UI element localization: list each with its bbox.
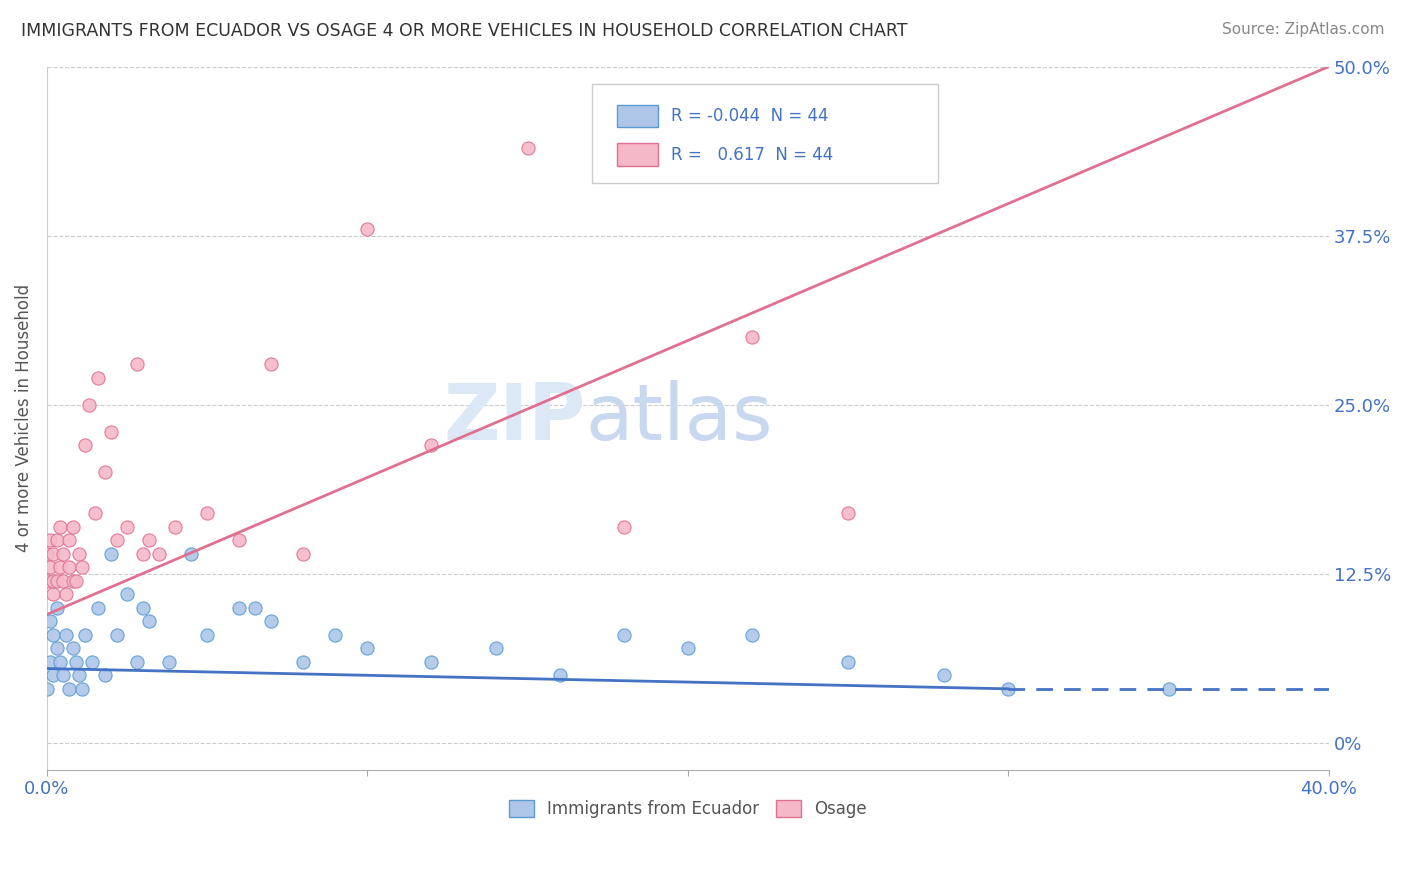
Point xyxy=(741,330,763,344)
Point xyxy=(67,668,90,682)
Point xyxy=(125,655,148,669)
Point xyxy=(42,628,65,642)
Text: atlas: atlas xyxy=(585,380,773,457)
Point xyxy=(58,681,80,696)
Point xyxy=(420,655,443,669)
Point xyxy=(52,574,75,588)
Point xyxy=(138,614,160,628)
Point xyxy=(148,547,170,561)
Point xyxy=(55,587,77,601)
Point xyxy=(42,587,65,601)
Point xyxy=(292,655,315,669)
Point xyxy=(837,655,859,669)
Point xyxy=(45,574,67,588)
Point xyxy=(180,547,202,561)
Point xyxy=(132,600,155,615)
Point xyxy=(65,655,87,669)
Point xyxy=(39,560,62,574)
Text: ZIP: ZIP xyxy=(443,380,585,457)
Text: R = -0.044  N = 44: R = -0.044 N = 44 xyxy=(671,107,828,125)
Point xyxy=(105,533,128,547)
Point xyxy=(100,425,122,439)
Point xyxy=(35,681,58,696)
Point xyxy=(42,574,65,588)
Text: R =   0.617  N = 44: R = 0.617 N = 44 xyxy=(671,145,834,163)
Point xyxy=(75,438,97,452)
Point xyxy=(35,574,58,588)
Point xyxy=(52,668,75,682)
Point xyxy=(115,519,138,533)
Point xyxy=(48,560,70,574)
Point xyxy=(80,655,103,669)
Point xyxy=(356,222,378,236)
Point xyxy=(84,506,107,520)
Point xyxy=(58,533,80,547)
Point xyxy=(420,438,443,452)
Point xyxy=(613,628,636,642)
Point xyxy=(132,547,155,561)
Point xyxy=(65,574,87,588)
Point xyxy=(125,357,148,371)
Point xyxy=(77,398,100,412)
Point xyxy=(87,370,110,384)
Point xyxy=(934,668,956,682)
Point xyxy=(613,519,636,533)
Point xyxy=(548,668,571,682)
Point xyxy=(45,641,67,656)
Point xyxy=(58,560,80,574)
Point xyxy=(100,547,122,561)
Point xyxy=(516,141,538,155)
Point xyxy=(228,600,250,615)
Point xyxy=(42,668,65,682)
Text: Source: ZipAtlas.com: Source: ZipAtlas.com xyxy=(1222,22,1385,37)
Point xyxy=(42,547,65,561)
Y-axis label: 4 or more Vehicles in Household: 4 or more Vehicles in Household xyxy=(15,285,32,552)
Point xyxy=(52,547,75,561)
Point xyxy=(165,519,187,533)
Point xyxy=(62,641,84,656)
Point xyxy=(39,614,62,628)
Point xyxy=(195,506,218,520)
Point xyxy=(48,519,70,533)
FancyBboxPatch shape xyxy=(617,144,658,166)
Point xyxy=(292,547,315,561)
Point xyxy=(35,547,58,561)
Point xyxy=(245,600,267,615)
Point xyxy=(837,506,859,520)
Point xyxy=(62,519,84,533)
Point xyxy=(997,681,1019,696)
FancyBboxPatch shape xyxy=(617,104,658,127)
Point xyxy=(105,628,128,642)
Point xyxy=(39,533,62,547)
Point xyxy=(93,466,115,480)
Point xyxy=(1157,681,1180,696)
Point xyxy=(195,628,218,642)
Point xyxy=(228,533,250,547)
Point xyxy=(260,357,283,371)
Point xyxy=(138,533,160,547)
Point xyxy=(45,600,67,615)
Point xyxy=(93,668,115,682)
Point xyxy=(55,628,77,642)
Point xyxy=(356,641,378,656)
Point xyxy=(48,655,70,669)
Point xyxy=(157,655,180,669)
Point xyxy=(115,587,138,601)
Point xyxy=(484,641,506,656)
Point xyxy=(676,641,699,656)
FancyBboxPatch shape xyxy=(592,84,938,183)
Point xyxy=(87,600,110,615)
Point xyxy=(45,533,67,547)
Point xyxy=(70,560,93,574)
Point xyxy=(70,681,93,696)
Point xyxy=(323,628,346,642)
Point xyxy=(260,614,283,628)
Point xyxy=(741,628,763,642)
Point xyxy=(75,628,97,642)
Point xyxy=(62,574,84,588)
Point xyxy=(67,547,90,561)
Point xyxy=(39,655,62,669)
Text: IMMIGRANTS FROM ECUADOR VS OSAGE 4 OR MORE VEHICLES IN HOUSEHOLD CORRELATION CHA: IMMIGRANTS FROM ECUADOR VS OSAGE 4 OR MO… xyxy=(21,22,908,40)
Legend: Immigrants from Ecuador, Osage: Immigrants from Ecuador, Osage xyxy=(502,794,873,825)
